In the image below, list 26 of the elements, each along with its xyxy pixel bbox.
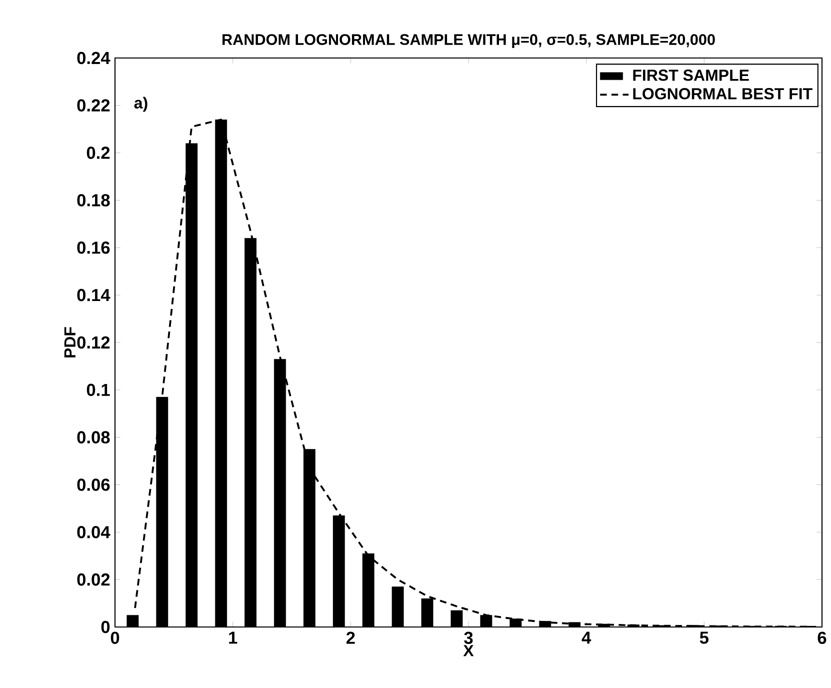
- y-tick-label: 0.16: [77, 242, 110, 254]
- y-tick-label: 0.1: [86, 384, 110, 396]
- y-tick-label: 0.02: [77, 573, 110, 586]
- y-tick-label: 0.08: [77, 431, 110, 444]
- x-tick-label: 6: [818, 632, 826, 644]
- y-axis-title: PDF: [64, 327, 76, 358]
- y-tick-label: 0.22: [77, 99, 110, 112]
- x-tick-label: 2: [346, 632, 355, 644]
- x-tick-label: 1: [229, 632, 238, 644]
- y-tick-label: 0.18: [77, 194, 110, 206]
- y-tick-label: 0.14: [77, 288, 110, 302]
- annotation: a): [134, 96, 148, 112]
- y-tick-label: 0.12: [77, 336, 110, 349]
- y-tick-label: 0: [101, 620, 110, 634]
- x-tick-label: 4: [582, 632, 592, 644]
- x-tick-label: 5: [700, 632, 709, 644]
- y-tick-label: 0.06: [77, 478, 110, 491]
- x-tick-label: 3: [464, 632, 473, 644]
- legend-label: LOGNORMAL BEST FIT: [633, 88, 812, 100]
- y-tick-label: 0.2: [86, 146, 110, 159]
- x-axis-title: X: [463, 645, 474, 656]
- y-tick-label: 0.24: [77, 52, 110, 64]
- x-tick-label: 0: [110, 632, 120, 644]
- y-tick-label: 0.04: [77, 526, 110, 538]
- chart-title: RANDOM LOGNORMAL SAMPLE WITH μ=0, σ=0.5, SAMPLE=20,000: [222, 34, 715, 48]
- legend-label: FIRST SAMPLE: [633, 70, 749, 81]
